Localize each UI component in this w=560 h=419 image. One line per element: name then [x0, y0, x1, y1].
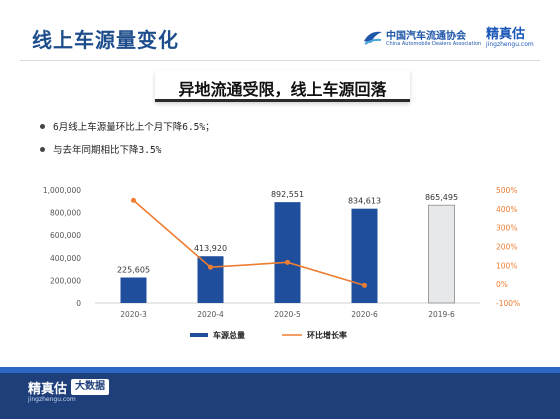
y-right-tick-label: 0% [496, 280, 508, 289]
bar-value-label: 834,613 [348, 197, 381, 206]
cada-logo: 中国汽车流通协会 China Automobile Dealers Associ… [362, 24, 482, 52]
x-tick-label: 2020-6 [351, 310, 378, 319]
y-left-tick-label: 1,000,000 [43, 186, 81, 195]
footer-brand-url: jingzhengu.com [28, 396, 76, 403]
x-tick-label: 2020-5 [274, 310, 301, 319]
y-right-tick-label: -100% [496, 299, 520, 308]
cada-logo-icon [364, 31, 382, 45]
y-right-tick-label: 400% [496, 205, 517, 214]
chart-bar [351, 208, 378, 303]
chart-bar [428, 204, 455, 304]
chart-bar [197, 256, 224, 303]
growth-rate-point [208, 264, 213, 270]
footer-badge: 大数据 [71, 379, 109, 395]
footer-accent-bar [0, 367, 560, 373]
y-left-tick-label: 600,000 [50, 231, 81, 240]
bullet-dot-icon [40, 124, 45, 129]
chart-bar [120, 277, 147, 303]
y-right-tick-label: 100% [496, 261, 517, 270]
y-left-tick-label: 800,000 [50, 209, 81, 218]
bar-value-label: 865,495 [425, 193, 458, 202]
x-tick-label: 2020-3 [120, 310, 147, 319]
legend-line-label: 环比增长率 [307, 330, 347, 340]
bullet-item: 与去年同期相比下降3.5% [40, 142, 161, 156]
growth-rate-point [285, 259, 290, 265]
footer-brand-name: 精真估 [28, 382, 68, 397]
chart-bar [274, 202, 301, 303]
chart: 0 200,000 400,000 600,000 800,000 1,000,000 -1… [43, 186, 520, 340]
bullet-text: 与去年同期相比下降3.5% [53, 145, 162, 156]
y-left-tick-label: 0 [76, 299, 81, 308]
bullet-text: 6月线上车源量环比上个月下降6.5%； [53, 122, 215, 133]
jingzhengu-logo-url: jingzhengu.com [486, 41, 534, 48]
cada-logo-english: China Automobile Dealers Association [386, 41, 482, 47]
header: 线上车源量变化 中国汽车流通协会 China Automobile Dealer… [0, 0, 560, 62]
jingzhengu-logo-name: 精真估 [486, 27, 526, 42]
y-right-tick-label: 300% [496, 224, 517, 233]
footer: 精真估 jingzhengu.com 大数据 [0, 367, 560, 419]
x-tick-label: 2019-6 [428, 310, 455, 319]
x-tick-label: 2020-4 [197, 310, 224, 319]
bullet-dot-icon [40, 147, 45, 152]
subtitle: 异地流通受限，线上车源回落 [178, 80, 387, 99]
page-title: 线上车源量变化 [32, 28, 179, 52]
y-right-tick-label: 500% [496, 186, 517, 195]
subtitle-box: 异地流通受限，线上车源回落 [155, 70, 410, 102]
bar-value-label: 892,551 [271, 190, 304, 199]
bar-value-label: 225,605 [117, 266, 150, 275]
jingzhengu-logo: 精真估 jingzhengu.com [486, 23, 546, 53]
header-divider [20, 60, 540, 61]
legend-bar-label: 车源总量 [213, 330, 245, 340]
y-left-tick-label: 200,000 [50, 276, 81, 285]
growth-rate-line [132, 199, 365, 287]
y-left-tick-label: 400,000 [50, 254, 81, 263]
bullet-item: 6月线上车源量环比上个月下降6.5%； [40, 119, 215, 133]
legend-bar-swatch [190, 333, 208, 337]
y-right-tick-label: 200% [496, 243, 517, 252]
growth-rate-point [362, 282, 367, 288]
growth-rate-point [131, 197, 136, 203]
cada-logo-name: 中国汽车流通协会 [386, 31, 466, 42]
bar-value-label: 413,920 [194, 244, 227, 253]
